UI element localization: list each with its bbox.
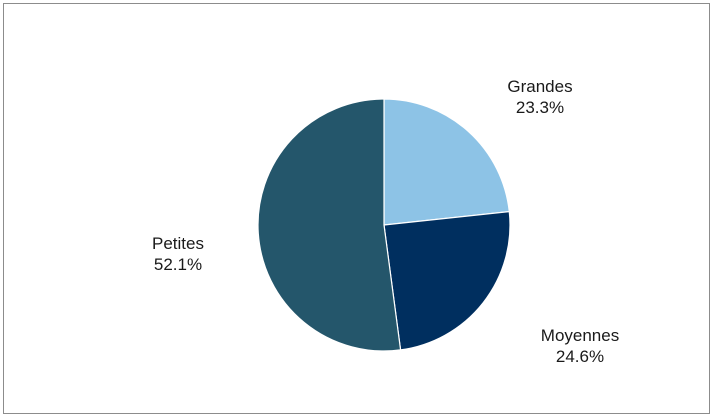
slice-label-grandes: Grandes xyxy=(507,77,572,96)
pie-slice-petites xyxy=(257,98,402,352)
slice-value-moyennes: 24.6% xyxy=(556,347,604,366)
pie-slice-grandes xyxy=(383,98,510,226)
pie-slice-moyennes xyxy=(383,210,511,351)
slice-label-petites: Petites xyxy=(152,234,204,253)
slice-value-petites: 52.1% xyxy=(154,255,202,274)
slice-label-moyennes: Moyennes xyxy=(541,326,619,345)
slice-value-grandes: 23.3% xyxy=(516,98,564,117)
